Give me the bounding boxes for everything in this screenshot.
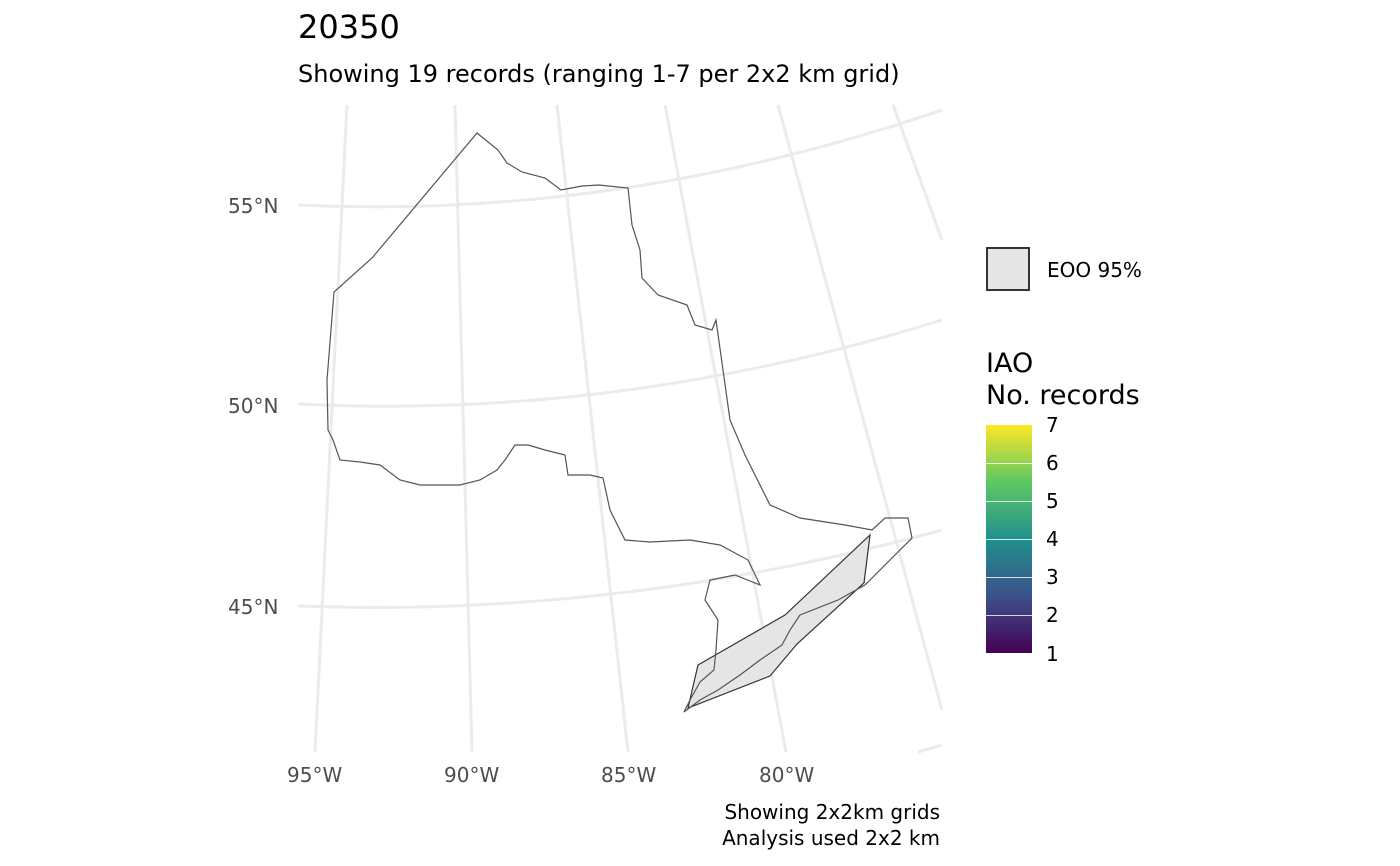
- plot-subtitle: Showing 19 records (ranging 1-7 per 2x2 …: [298, 60, 900, 88]
- lon-label-80: 80°W: [759, 763, 814, 787]
- lon-label-95: 95°W: [287, 763, 342, 787]
- legend-eoo-label: EOO 95%: [1047, 258, 1142, 282]
- graticule-lat-50: [297, 318, 943, 408]
- lat-label-50: 50°N: [228, 394, 278, 418]
- colorbar-label-3: 3: [1046, 565, 1059, 589]
- legend-iao-title-line2: No. records: [986, 380, 1140, 411]
- ontario-outline: [326, 132, 913, 713]
- graticule-lon-75: [776, 104, 944, 711]
- colorbar-tick: [986, 577, 1032, 578]
- lon-label-90: 90°W: [444, 763, 499, 787]
- eoo-polygon: [687, 533, 871, 709]
- colorbar-label-2: 2: [1046, 603, 1059, 627]
- lat-label-55: 55°N: [228, 194, 278, 218]
- colorbar-label-4: 4: [1046, 527, 1059, 551]
- caption-line-2: Analysis used 2x2 km: [722, 826, 940, 850]
- colorbar-label-5: 5: [1046, 489, 1059, 513]
- colorbar-tick: [986, 463, 1032, 464]
- plot-title: 20350: [298, 8, 400, 46]
- colorbar-tick: [986, 615, 1032, 616]
- graticule-lat-55: [297, 108, 943, 209]
- colorbar-label-7: 7: [1046, 413, 1059, 437]
- colorbar-tick: [986, 501, 1032, 502]
- graticule-lon-85: [555, 104, 630, 753]
- colorbar-tick: [986, 539, 1032, 540]
- colorbar-label-6: 6: [1046, 451, 1059, 475]
- legend-iao-title: IAO No. records: [986, 348, 1140, 412]
- graticule-lon-90: [453, 104, 474, 753]
- graticule-lon-70: [891, 104, 944, 241]
- lon-label-85: 85°W: [601, 763, 656, 787]
- graticule-lon-95: [313, 104, 349, 753]
- caption-line-1: Showing 2x2km grids: [724, 800, 940, 824]
- legend-eoo-key: [986, 247, 1030, 291]
- graticule-edge: [917, 743, 943, 754]
- graticule: [297, 104, 944, 754]
- legend-iao-title-line1: IAO: [986, 348, 1034, 379]
- colorbar-label-1: 1: [1046, 642, 1059, 666]
- lat-label-45: 45°N: [228, 595, 278, 619]
